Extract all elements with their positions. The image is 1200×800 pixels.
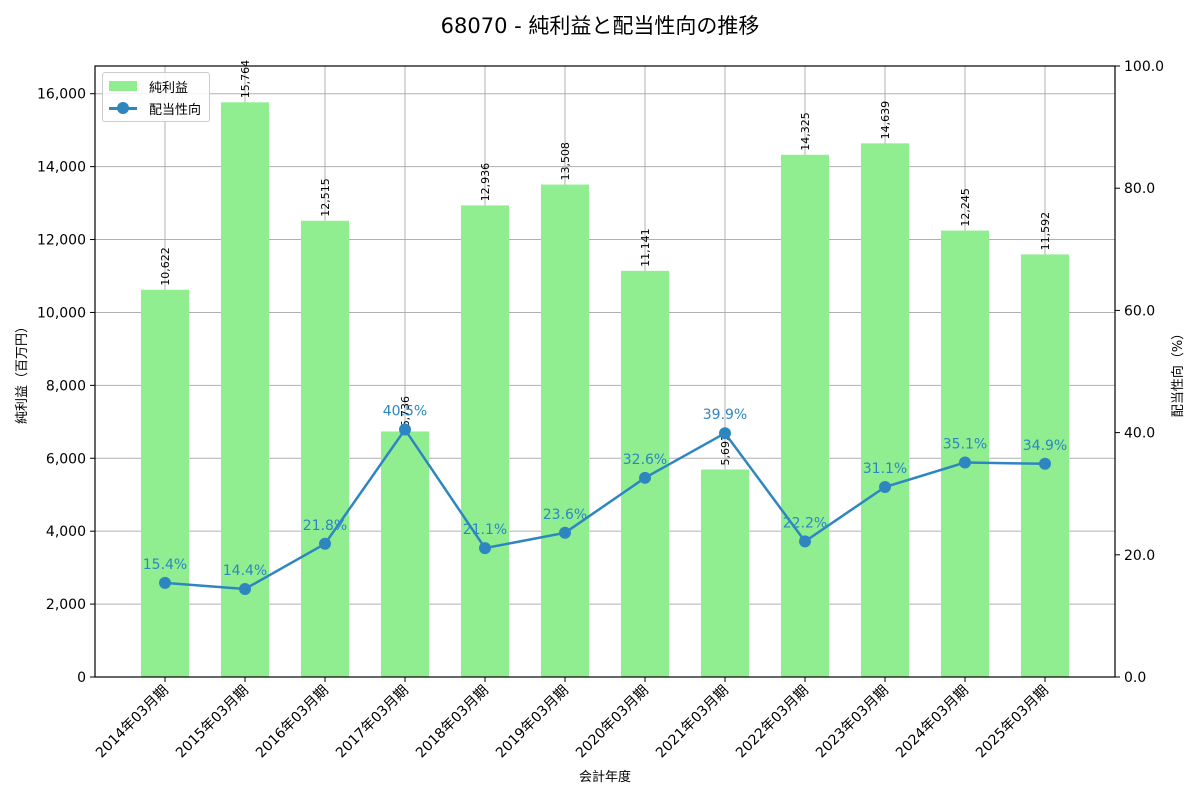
payout-ratio-label: 14.4% — [223, 563, 267, 579]
y-right-axis-label: 配当性向（%） — [1170, 327, 1186, 417]
bar-value-label: 10,622 — [159, 247, 172, 286]
legend-item-net-income: 純利益 — [109, 76, 188, 96]
y-right-tick-label: 20.0 — [1124, 548, 1155, 564]
bar-value-label: 11,141 — [639, 228, 652, 267]
x-tick-label: 2015年03月期 — [173, 683, 252, 762]
bar-value-label: 14,325 — [799, 112, 812, 151]
y-right-tick-label: 100.0 — [1124, 59, 1164, 75]
bar-value-label: 11,592 — [1039, 212, 1052, 251]
chart-title: 68070 - 純利益と配当性向の推移 — [440, 14, 760, 38]
payout-ratio-marker — [719, 427, 731, 440]
y-left-tick-label: 10,000 — [37, 305, 86, 321]
y-left-tick-label: 8,000 — [46, 378, 86, 394]
payout-ratio-marker — [159, 576, 171, 589]
bar-value-label: 12,515 — [319, 178, 332, 217]
x-tick-label: 2023年03月期 — [813, 683, 892, 762]
bar-swatch-icon — [109, 81, 137, 91]
x-tick-label: 2021年03月期 — [653, 683, 732, 762]
payout-ratio-label: 40.5% — [383, 404, 427, 420]
line-marker-icon — [109, 102, 137, 114]
legend-label: 純利益 — [149, 80, 189, 96]
bar-net-income — [461, 205, 509, 677]
bar-net-income — [541, 184, 589, 677]
bar-value-label: 12,936 — [479, 163, 492, 202]
x-tick-label: 2025年03月期 — [973, 683, 1052, 762]
x-tick-label: 2016年03月期 — [253, 683, 332, 762]
y-right-tick-label: 0.0 — [1124, 670, 1146, 686]
payout-ratio-marker — [559, 526, 571, 539]
x-tick-label: 2020年03月期 — [573, 683, 652, 762]
x-tick-label: 2014年03月期 — [93, 683, 172, 762]
x-tick-label: 2019年03月期 — [493, 683, 572, 762]
y-left-tick-label: 0 — [77, 670, 86, 686]
x-tick-label: 2017年03月期 — [333, 683, 412, 762]
x-tick-label: 2018年03月期 — [413, 683, 492, 762]
payout-ratio-marker — [879, 480, 891, 493]
payout-ratio-label: 32.6% — [623, 452, 667, 468]
payout-ratio-label: 35.1% — [943, 437, 987, 453]
payout-ratio-line — [164, 427, 1046, 591]
y-left-tick-label: 6,000 — [46, 451, 86, 467]
payout-ratio-marker — [639, 471, 651, 484]
bar-value-label: 6,736 — [399, 396, 412, 428]
payout-ratio-label: 21.1% — [463, 522, 507, 538]
bar-net-income — [861, 143, 909, 677]
x-tick-label: 2022年03月期 — [733, 683, 812, 762]
payout-ratio-marker — [319, 537, 331, 550]
legend-item-payout-ratio: 配当性向 — [109, 98, 201, 118]
y-left-axis-label: 純利益（百万円） — [15, 320, 30, 424]
bar-net-income — [141, 289, 189, 677]
bar-net-income — [941, 230, 989, 677]
payout-ratio-marker — [399, 423, 411, 436]
y-right-tick-label: 80.0 — [1124, 181, 1155, 197]
bar-value-label: 13,508 — [559, 142, 572, 181]
bar-value-label: 5,692 — [719, 434, 732, 466]
payout-ratio-label: 34.9% — [1023, 438, 1067, 454]
payout-ratio-label: 22.2% — [783, 515, 827, 531]
y-left-tick-label: 14,000 — [37, 160, 86, 176]
bar-net-income — [701, 469, 749, 677]
bar-value-label: 14,639 — [879, 101, 892, 140]
bar-net-income — [781, 154, 829, 677]
legend-label: 配当性向 — [149, 102, 202, 118]
y-right-tick-label: 40.0 — [1124, 426, 1155, 442]
payout-ratio-label: 39.9% — [703, 407, 747, 423]
payout-ratio-label: 21.8% — [303, 518, 347, 534]
y-left-tick-label: 4,000 — [46, 524, 86, 540]
y-left-tick-label: 2,000 — [46, 597, 86, 613]
bar-value-label: 15,764 — [239, 60, 252, 99]
payout-ratio-label: 31.1% — [863, 461, 907, 477]
payout-ratio-marker — [799, 535, 811, 548]
x-tick-label: 2024年03月期 — [893, 683, 972, 762]
payout-ratio-marker — [959, 456, 971, 469]
payout-ratio-marker — [239, 583, 251, 596]
legend: 純利益 配当性向 — [102, 72, 210, 122]
payout-ratio-marker — [479, 542, 491, 555]
payout-ratio-label: 23.6% — [543, 507, 587, 523]
bar-net-income — [301, 220, 349, 677]
bar-net-income — [381, 431, 429, 677]
plot-frame — [94, 65, 1116, 678]
y-left-tick-label: 16,000 — [37, 87, 86, 103]
payout-ratio-marker — [1039, 457, 1051, 470]
y-left-tick-label: 12,000 — [37, 233, 86, 249]
bar-value-label: 12,245 — [959, 188, 972, 227]
y-right-tick-label: 60.0 — [1124, 303, 1155, 319]
x-axis-label: 会計年度 — [579, 769, 631, 785]
payout-ratio-label: 15.4% — [143, 557, 187, 573]
